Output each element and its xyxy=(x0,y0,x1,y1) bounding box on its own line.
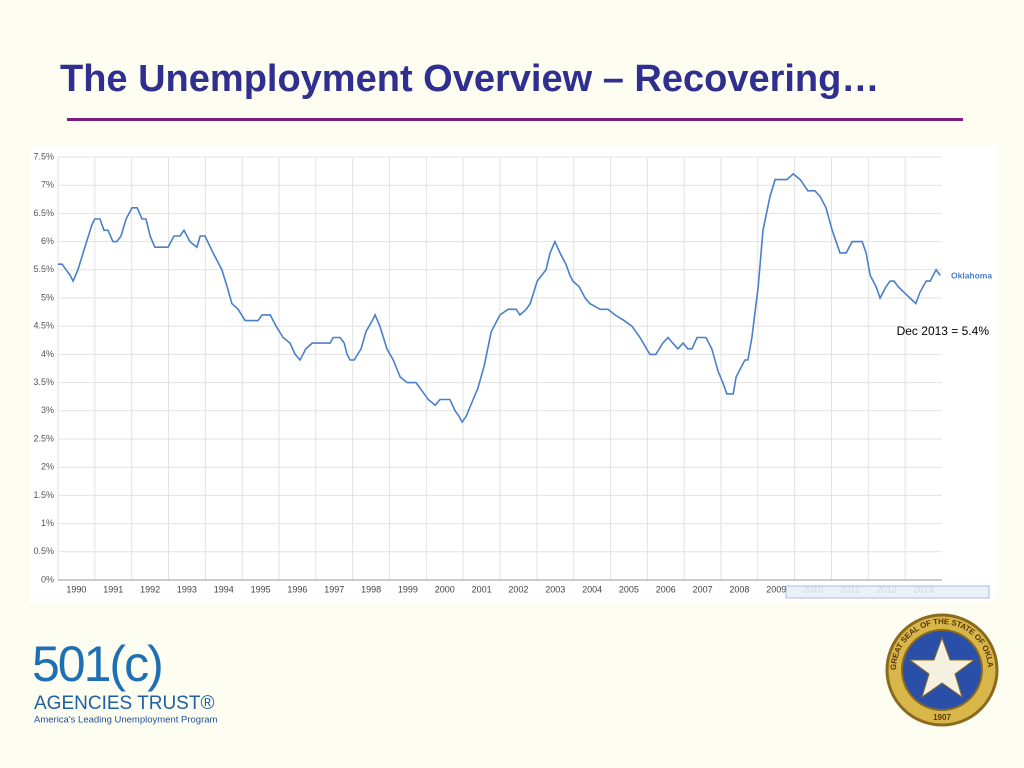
x-tick-label: 1997 xyxy=(324,584,344,594)
x-tick-label: 2003 xyxy=(545,584,565,594)
y-tick-label: 7.5% xyxy=(33,151,54,161)
x-tick-label: 2006 xyxy=(656,584,676,594)
x-tick-label: 2004 xyxy=(582,584,602,594)
y-tick-label: 1.5% xyxy=(33,490,54,500)
y-tick-label: 2.5% xyxy=(33,433,54,443)
title-rule xyxy=(67,118,963,121)
y-tick-label: 6.5% xyxy=(33,208,54,218)
y-tick-label: 0% xyxy=(41,574,54,584)
x-tick-label: 2001 xyxy=(472,584,492,594)
y-tick-label: 6% xyxy=(41,236,54,246)
x-tick-label: 2005 xyxy=(619,584,639,594)
x-tick-label: 1995 xyxy=(251,584,271,594)
y-tick-label: 4.5% xyxy=(33,321,54,331)
x-tick-label: 1999 xyxy=(398,584,418,594)
x-tick-label: 1991 xyxy=(103,584,123,594)
x-tick-label: 1994 xyxy=(214,584,234,594)
x-tick-label: 2000 xyxy=(435,584,455,594)
x-tick-label: 2009 xyxy=(766,584,786,594)
x-tick-label: 2008 xyxy=(729,584,749,594)
y-tick-label: 1% xyxy=(41,518,54,528)
y-tick-label: 7% xyxy=(41,180,54,190)
x-tick-label: 1998 xyxy=(361,584,381,594)
y-tick-label: 4% xyxy=(41,349,54,359)
y-tick-label: 0.5% xyxy=(33,546,54,556)
range-selector xyxy=(785,585,990,599)
x-tick-label: 2002 xyxy=(508,584,528,594)
x-tick-label: 2007 xyxy=(693,584,713,594)
annotation: Dec 2013 = 5.4% xyxy=(897,324,990,338)
y-tick-label: 5% xyxy=(41,292,54,302)
x-tick-label: 1996 xyxy=(287,584,307,594)
x-tick-label: 1990 xyxy=(66,584,86,594)
slide-title: The Unemployment Overview – Recovering… xyxy=(60,58,880,100)
series-label: Oklahoma xyxy=(951,271,992,281)
y-tick-label: 2% xyxy=(41,462,54,472)
chart-background xyxy=(30,146,996,602)
x-tick-label: 1992 xyxy=(140,584,160,594)
y-tick-label: 5.5% xyxy=(33,264,54,274)
data-line xyxy=(58,172,941,424)
x-tick-label: 1993 xyxy=(177,584,197,594)
y-tick-label: 3% xyxy=(41,405,54,415)
y-tick-label: 3.5% xyxy=(33,377,54,387)
